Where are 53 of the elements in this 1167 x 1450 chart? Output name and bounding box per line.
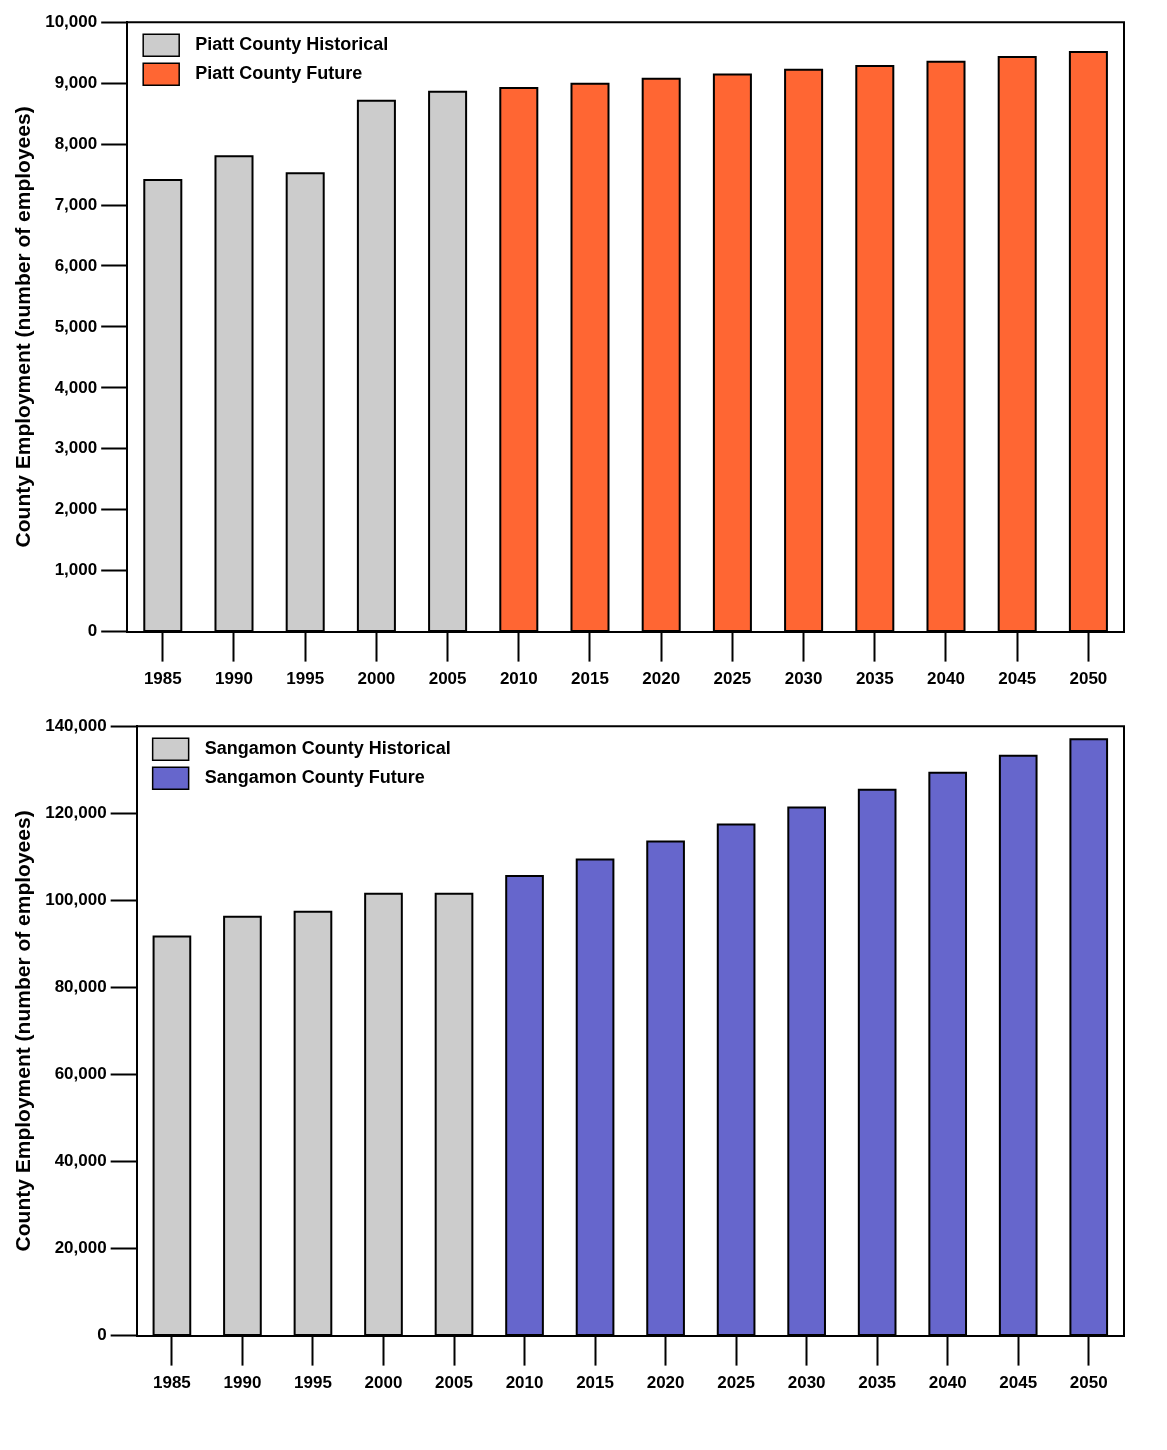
- y-tick-label: 5,000: [54, 316, 98, 336]
- x-tick-label: 2010: [499, 669, 538, 689]
- y-tick-label: 9,000: [54, 72, 98, 92]
- x-tick-label: 2050: [1069, 669, 1108, 689]
- legend-label: Piatt County Future: [195, 63, 363, 84]
- y-tick-label: 0: [97, 1325, 107, 1345]
- y-tick-label: 4,000: [54, 377, 98, 397]
- y-tick-label: 80,000: [54, 977, 107, 997]
- x-tick-label: 2035: [855, 669, 894, 689]
- x-tick-label: 1985: [153, 1373, 191, 1393]
- x-tick-label: 1990: [223, 1373, 262, 1393]
- legend-label: Sangamon County Future: [204, 767, 425, 788]
- x-tick-label: 2040: [927, 669, 965, 689]
- x-tick-label: 2000: [357, 669, 396, 689]
- x-tick-label: 2010: [505, 1373, 544, 1393]
- x-tick-label: 2005: [435, 1373, 473, 1393]
- x-tick-label: 2030: [787, 1373, 826, 1393]
- x-tick-label: 2045: [998, 669, 1037, 689]
- x-tick-label: 2025: [713, 669, 752, 689]
- x-tick-label: 1995: [286, 669, 325, 689]
- y-tick-label: 7,000: [54, 194, 98, 214]
- x-tick-label: 2040: [928, 1373, 967, 1393]
- y-axis-title: County Employment (number of employees): [11, 810, 35, 1252]
- y-tick-label: 20,000: [54, 1238, 107, 1258]
- y-tick-label: 1,000: [54, 560, 98, 580]
- x-tick-label: 2015: [571, 669, 609, 689]
- x-tick-label: 2020: [642, 669, 681, 689]
- x-tick-label: 2025: [717, 1373, 756, 1393]
- y-tick-label: 140,000: [45, 715, 107, 735]
- x-tick-label: 2035: [858, 1373, 897, 1393]
- y-tick-label: 40,000: [54, 1151, 107, 1171]
- x-tick-label: 2015: [576, 1373, 614, 1393]
- y-tick-label: 60,000: [54, 1064, 107, 1084]
- y-tick-label: 6,000: [54, 255, 98, 275]
- y-tick-label: 100,000: [45, 890, 107, 909]
- y-axis-title: County Employment (number of employees): [11, 106, 35, 548]
- legend-label: Sangamon County Historical: [204, 738, 451, 759]
- x-tick-label: 2020: [646, 1373, 685, 1393]
- y-tick-label: 0: [87, 621, 98, 641]
- y-tick-label: 120,000: [45, 802, 107, 822]
- x-tick-label: 1990: [215, 669, 253, 689]
- x-tick-label: 2000: [364, 1373, 403, 1393]
- x-tick-label: 1985: [143, 669, 182, 689]
- x-tick-label: 1995: [294, 1373, 332, 1393]
- y-tick-label: 10,000: [45, 11, 98, 31]
- y-tick-label: 2,000: [54, 499, 98, 519]
- y-tick-label: 8,000: [54, 133, 98, 153]
- x-tick-label: 2005: [428, 669, 467, 689]
- x-tick-label: 2030: [784, 669, 823, 689]
- y-tick-label: 3,000: [54, 438, 98, 458]
- x-tick-label: 2045: [999, 1373, 1038, 1393]
- legend-label: Piatt County Historical: [195, 34, 389, 55]
- x-tick-label: 2050: [1069, 1373, 1108, 1393]
